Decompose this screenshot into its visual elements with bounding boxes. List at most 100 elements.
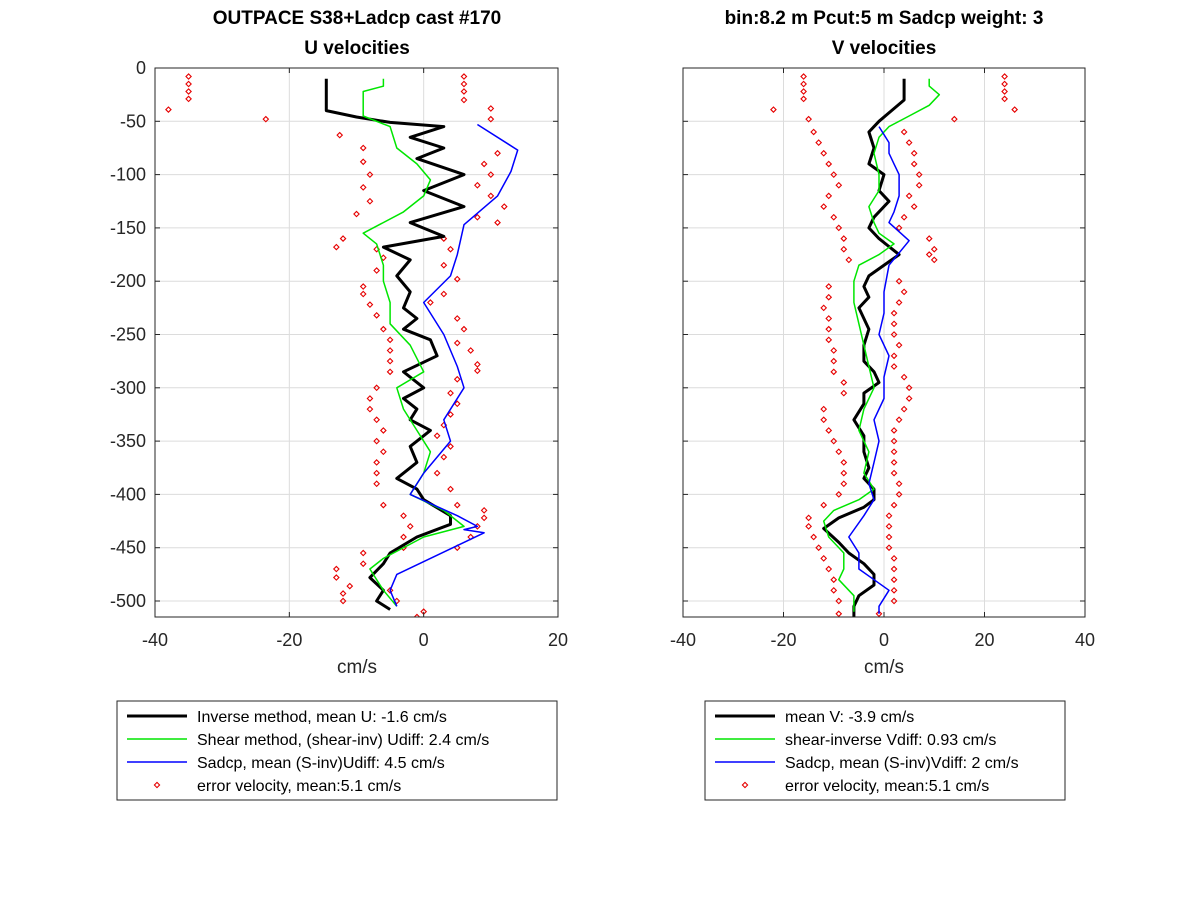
u-series-line — [389, 123, 519, 607]
v-error-velocity-marker — [910, 160, 918, 168]
u-error-velocity-marker — [453, 315, 461, 322]
v-error-velocity-marker — [825, 325, 833, 333]
u-error-velocity-marker — [440, 261, 448, 269]
v-error-velocity-marker — [890, 586, 898, 594]
u-error-velocity-marker — [447, 443, 454, 450]
u-error-velocity-marker — [453, 375, 461, 383]
u-panel-subtitle: U velocities — [304, 38, 410, 59]
u-error-velocity-marker — [165, 106, 172, 113]
u-series-3 — [165, 73, 508, 617]
u-y-tick-label: -100 — [110, 165, 146, 185]
u-legend-label: Shear method, (shear-inv) Udiff: 2.4 cm/… — [197, 732, 489, 749]
v-error-velocity-marker — [830, 171, 838, 178]
v-error-velocity-marker — [825, 293, 833, 301]
v-error-velocity-marker — [910, 149, 918, 157]
v-error-velocity-marker — [800, 95, 807, 103]
v-plot-lines — [770, 73, 1019, 617]
u-error-velocity-marker — [185, 80, 192, 88]
u-error-velocity-marker — [460, 80, 468, 88]
u-error-velocity-marker — [487, 171, 495, 178]
v-error-velocity-marker — [900, 288, 908, 296]
u-error-velocity-marker — [379, 448, 387, 456]
v-series-3 — [770, 73, 1019, 617]
u-error-velocity-marker — [487, 192, 495, 200]
u-error-velocity-marker — [373, 480, 381, 488]
u-error-velocity-marker — [339, 590, 347, 597]
v-error-velocity-marker — [840, 469, 848, 477]
v-error-velocity-marker — [900, 213, 908, 221]
v-velocity-panel: bin:8.2 m Pcut:5 m Sadcp weight: 3 V vel… — [670, 8, 1095, 678]
v-error-velocity-marker — [885, 544, 893, 552]
u-error-velocity-marker — [400, 533, 407, 541]
u-y-tick-label: -450 — [110, 538, 146, 558]
u-error-velocity-marker — [400, 512, 407, 520]
u-error-velocity-marker — [440, 290, 448, 298]
v-error-velocity-marker — [890, 459, 898, 466]
v-error-velocity-marker — [840, 459, 848, 466]
u-error-velocity-marker — [453, 339, 461, 347]
u-error-velocity-marker — [460, 96, 468, 104]
u-legend-marker — [153, 781, 161, 789]
v-error-velocity-marker — [830, 357, 838, 365]
v-x-axis-label: cm/s — [864, 657, 904, 678]
v-error-velocity-marker — [900, 128, 908, 136]
u-error-velocity-marker — [359, 290, 367, 298]
u-error-velocity-marker — [366, 405, 374, 413]
v-error-velocity-marker — [895, 277, 903, 285]
u-error-velocity-marker — [460, 73, 468, 80]
u-error-velocity-marker — [487, 105, 495, 112]
u-error-velocity-marker — [359, 158, 367, 166]
u-velocity-panel: OUTPACE S38+Ladcp cast #170 U velocities… — [110, 8, 568, 678]
v-error-velocity-marker — [820, 149, 828, 157]
u-y-tick-label: -250 — [110, 325, 146, 345]
v-error-velocity-marker — [810, 128, 818, 136]
v-error-velocity-marker — [895, 341, 903, 349]
v-error-velocity-marker — [835, 181, 843, 189]
u-series-1 — [362, 78, 465, 607]
u-error-velocity-marker — [373, 267, 381, 274]
u-x-tick-label: 0 — [419, 630, 429, 650]
u-series-2 — [389, 123, 519, 607]
v-series-line — [822, 78, 906, 617]
v-error-velocity-marker — [1011, 106, 1019, 113]
v-error-velocity-marker — [890, 501, 898, 509]
u-error-velocity-marker — [433, 469, 441, 477]
u-error-velocity-marker — [359, 283, 367, 290]
u-legend-label: error velocity, mean:5.1 cm/s — [197, 778, 401, 795]
u-error-velocity-marker — [332, 243, 340, 251]
u-error-velocity-marker — [474, 360, 481, 368]
u-y-tick-label: -200 — [110, 271, 146, 291]
v-error-velocity-marker — [900, 405, 908, 413]
v-error-velocity-marker — [895, 480, 903, 488]
u-y-tick-label: -50 — [120, 111, 146, 131]
v-series-0 — [822, 78, 906, 617]
v-tick-labels: -40 -20 0 20 40 — [670, 67, 1095, 650]
u-error-velocity-marker — [185, 88, 192, 95]
v-error-velocity-marker — [875, 610, 883, 617]
u-series-0 — [324, 78, 466, 611]
v-error-velocity-marker — [825, 160, 833, 168]
u-error-velocity-marker — [447, 245, 454, 253]
u-legend: Inverse method, mean U: -1.6 cm/s Shear m… — [116, 700, 558, 801]
u-error-velocity-marker — [433, 432, 441, 440]
v-panel-subtitle: V velocities — [832, 38, 937, 59]
v-error-velocity-marker — [885, 512, 893, 520]
u-error-velocity-marker — [366, 197, 374, 205]
u-error-velocity-marker — [494, 219, 501, 226]
u-error-velocity-marker — [373, 459, 381, 466]
u-error-velocity-marker — [487, 115, 495, 123]
v-error-velocity-marker — [890, 309, 898, 317]
u-error-velocity-marker — [393, 597, 401, 605]
v-legend: mean V: -3.9 cm/s shear-inverse Vdiff: 0.… — [704, 700, 1066, 801]
u-error-velocity-marker — [262, 115, 270, 123]
u-error-velocity-marker — [413, 613, 421, 617]
u-error-velocity-marker — [339, 235, 347, 242]
v-error-velocity-marker — [1001, 73, 1008, 80]
u-panel-title: OUTPACE S38+Ladcp cast #170 — [213, 8, 501, 29]
v-error-velocity-marker — [900, 373, 908, 381]
u-error-velocity-marker — [373, 311, 381, 319]
v-error-velocity-marker — [910, 203, 918, 210]
v-error-velocity-marker — [810, 533, 818, 541]
u-y-tick-label: -350 — [110, 431, 146, 451]
u-error-velocity-marker — [332, 565, 340, 573]
